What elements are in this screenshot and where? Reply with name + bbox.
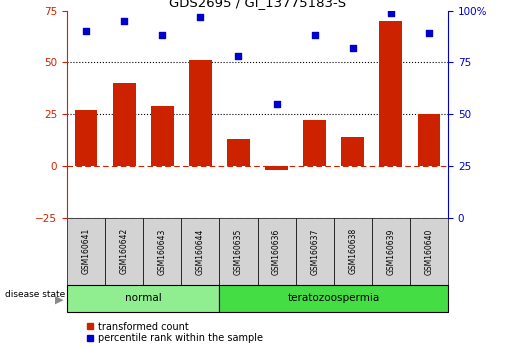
Text: GSM160636: GSM160636 bbox=[272, 228, 281, 275]
Text: GSM160635: GSM160635 bbox=[234, 228, 243, 275]
Text: GSM160639: GSM160639 bbox=[386, 228, 396, 275]
Text: GSM160642: GSM160642 bbox=[119, 228, 129, 274]
Text: GSM160637: GSM160637 bbox=[310, 228, 319, 275]
Text: normal: normal bbox=[125, 293, 162, 303]
Bar bbox=[265, 166, 288, 170]
Bar bbox=[113, 83, 135, 166]
Point bbox=[120, 18, 128, 24]
Bar bbox=[372, 218, 410, 285]
Text: GSM160643: GSM160643 bbox=[158, 228, 167, 275]
Bar bbox=[258, 218, 296, 285]
Point bbox=[234, 53, 243, 59]
Bar bbox=[105, 218, 143, 285]
Point bbox=[387, 10, 395, 16]
Bar bbox=[303, 120, 326, 166]
Text: teratozoospermia: teratozoospermia bbox=[287, 293, 380, 303]
Title: GDS2695 / GI_13775183-S: GDS2695 / GI_13775183-S bbox=[169, 0, 346, 10]
Bar bbox=[219, 218, 258, 285]
Legend: transformed count, percentile rank within the sample: transformed count, percentile rank withi… bbox=[82, 318, 267, 347]
Bar bbox=[410, 218, 448, 285]
Bar bbox=[334, 218, 372, 285]
Point bbox=[349, 45, 357, 51]
Point bbox=[311, 33, 319, 38]
Point bbox=[82, 29, 90, 34]
Bar bbox=[380, 21, 402, 166]
Bar bbox=[418, 114, 440, 166]
Text: GSM160638: GSM160638 bbox=[348, 228, 357, 274]
Bar bbox=[296, 218, 334, 285]
Text: GSM160640: GSM160640 bbox=[424, 228, 434, 275]
Bar bbox=[227, 139, 250, 166]
Text: GSM160644: GSM160644 bbox=[196, 228, 205, 275]
Point bbox=[425, 30, 433, 36]
Bar bbox=[67, 218, 105, 285]
Point bbox=[158, 33, 166, 38]
Bar bbox=[341, 137, 364, 166]
Bar bbox=[151, 106, 174, 166]
Bar bbox=[67, 285, 219, 312]
Bar bbox=[189, 60, 212, 166]
Text: ▶: ▶ bbox=[55, 295, 63, 305]
Point bbox=[272, 101, 281, 107]
Bar bbox=[143, 218, 181, 285]
Bar bbox=[181, 218, 219, 285]
Bar bbox=[219, 285, 448, 312]
Bar bbox=[75, 110, 97, 166]
Text: GSM160641: GSM160641 bbox=[81, 228, 91, 274]
Text: disease state: disease state bbox=[5, 290, 65, 299]
Point bbox=[196, 14, 204, 20]
